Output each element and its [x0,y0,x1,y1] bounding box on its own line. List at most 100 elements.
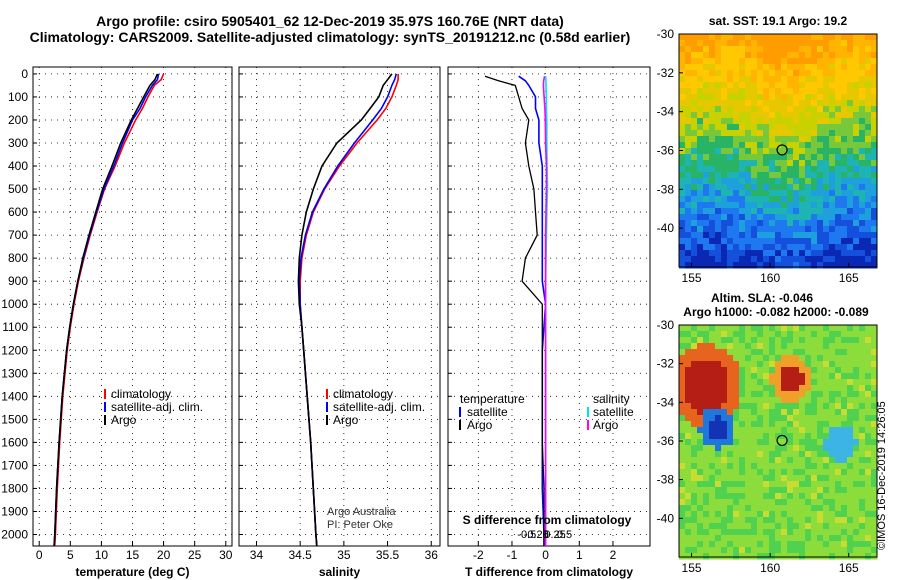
map-cell [835,58,842,65]
map-cell [697,172,704,179]
map-cell [823,367,830,374]
map-cell [691,361,698,368]
map-cell [733,445,740,452]
map-cell [871,481,878,488]
map-cell [709,154,716,161]
map-cell [817,244,824,251]
map-cell [691,529,698,536]
map-cell [691,547,698,554]
map-cell [763,391,770,398]
map-cell [757,547,764,554]
map-cell [751,349,758,356]
map-cell [727,232,734,239]
map-cell [733,184,740,191]
map-cell [787,331,794,338]
map-lat-label: -30 [657,27,675,41]
map-cell [727,421,734,428]
map-cell [871,529,878,536]
map-cell [685,541,692,548]
map-cell [745,82,752,89]
map-cell [787,469,794,476]
map-cell [811,397,818,404]
map-cell [865,505,872,512]
map-cell [739,262,746,269]
x-tick-label: 5 [67,548,74,562]
map-cell [823,487,830,494]
map-cell [847,148,854,155]
map-cell [757,118,764,125]
map-cell [751,166,758,173]
map-cell [715,100,722,107]
map-cell [787,523,794,530]
map-cell [763,541,770,548]
map-cell [865,517,872,524]
map-cell [775,46,782,53]
depth-tick-label: 1100 [2,320,28,334]
map-cell [841,262,848,269]
map-cell [733,451,740,458]
map-cell [721,547,728,554]
map-cell [775,226,782,233]
map-cell [715,82,722,89]
map-cell [757,457,764,464]
map-cell [763,505,770,512]
map-cell [847,439,854,446]
map-cell [853,112,860,119]
map-cell [835,433,842,440]
map-cell [865,367,872,374]
map-cell [775,82,782,89]
map-cell [847,451,854,458]
map-cell [745,88,752,95]
map-cell [757,130,764,137]
map-cell [799,82,806,89]
map-cell [823,214,830,221]
map-cell [781,337,788,344]
map-cell [793,172,800,179]
map-cell [811,337,818,344]
map-cell [811,331,818,338]
map-cell [799,142,806,149]
map-cell [865,214,872,221]
legend-label: satellite-adj. clim. [111,400,203,414]
map-cell [757,196,764,203]
map-cell [691,499,698,506]
map-cell [811,367,818,374]
map-cell [805,232,812,239]
map-cell [811,190,818,197]
figure-title-line2: Climatology: CARS2009. Satellite-adjuste… [29,29,631,45]
map-cell [823,154,830,161]
map-cell [727,106,734,113]
map-cell [793,106,800,113]
legend-label: Argo [467,418,493,432]
map-cell [703,142,710,149]
map-cell [763,190,770,197]
map-cell [679,511,686,518]
map-cell [871,385,878,392]
map-cell [781,403,788,410]
map-cell [691,220,698,227]
map-cell [721,517,728,524]
map-cell [817,40,824,47]
map-cell [703,391,710,398]
map-cell [721,499,728,506]
map-cell [739,244,746,251]
map-cell [871,34,878,41]
map-cell [793,166,800,173]
map-cell [811,391,818,398]
map-cell [709,355,716,362]
map-cell [679,391,686,398]
map-cell [697,136,704,143]
map-cell [745,106,752,113]
map-cell [703,202,710,209]
map-cell [805,94,812,101]
map-cell [853,529,860,536]
map-cell [871,154,878,161]
map-cell [691,202,698,209]
map-cell [733,52,740,59]
map-cell [853,463,860,470]
map-cell [859,547,866,554]
map-cell [721,82,728,89]
map-cell [679,64,686,71]
depth-tick-label: 0 [21,67,28,81]
map-cell [829,34,836,41]
